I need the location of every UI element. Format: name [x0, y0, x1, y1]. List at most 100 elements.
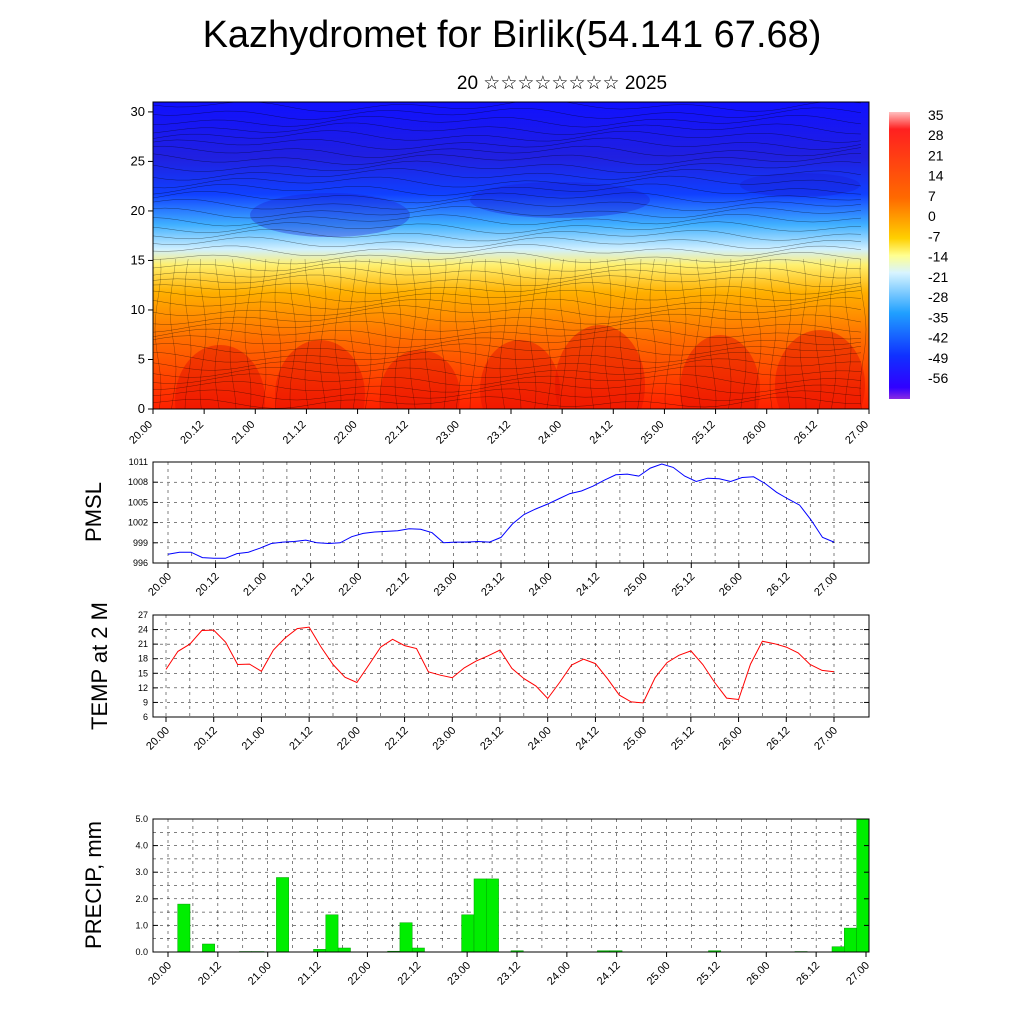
- y-tick-label: 5.0: [135, 814, 148, 824]
- colorbar-label: -14: [928, 249, 948, 265]
- streamline: [153, 259, 862, 272]
- y-tick-label: 0.0: [135, 947, 148, 957]
- streamline: [319, 258, 327, 409]
- y-tick-label: 996: [133, 558, 148, 568]
- x-tick-label: 21.00: [241, 571, 269, 599]
- y-tick-label: 18: [138, 654, 148, 664]
- page-subtitle: 20 ☆☆☆☆☆☆☆☆ 2025: [456, 73, 668, 94]
- x-tick-label: 22.12: [383, 725, 411, 753]
- x-tick-label: 25.00: [622, 571, 650, 599]
- streamline: [649, 258, 657, 409]
- x-tick-label: 25.00: [621, 725, 649, 753]
- heatmap-x-tick-label: 27.00: [843, 419, 871, 447]
- streamline: [364, 258, 372, 409]
- colorbar-label: -21: [928, 269, 948, 285]
- streamline: [153, 373, 862, 386]
- y-tick-label: 3.0: [135, 867, 148, 877]
- colorbar-label: -7: [928, 228, 941, 244]
- streamline: [394, 259, 402, 409]
- y-tick-label: 999: [133, 538, 148, 548]
- colorbar-label: 35: [928, 107, 944, 123]
- streamline: [859, 258, 867, 409]
- colorbar-ramp: [889, 112, 910, 399]
- precip-bar: [202, 943, 215, 953]
- x-tick-label: 20.12: [194, 571, 222, 599]
- cold-core: [250, 193, 410, 237]
- streamline: [499, 258, 507, 409]
- y-tick-label: 2.0: [135, 894, 148, 904]
- y-tick-label: 6: [143, 712, 148, 722]
- precip-bar: [399, 922, 413, 953]
- x-tick-label: 24.12: [574, 571, 602, 599]
- y-tick-label: 27: [138, 610, 148, 620]
- precip-ylabel: PRECIP, mm: [81, 821, 106, 949]
- heatmap-x-tick-label: 26.12: [792, 419, 820, 447]
- colorbar-label: -49: [928, 350, 948, 366]
- precip-bar: [856, 818, 870, 953]
- streamline: [769, 258, 777, 409]
- streamline: [424, 258, 432, 409]
- temp-grid: [153, 614, 869, 718]
- x-tick-label: 25.12: [695, 960, 723, 988]
- colorbar-label: -35: [928, 309, 948, 325]
- x-tick-label: 20.00: [144, 725, 172, 753]
- heatmap-y-tick-label: 0: [138, 401, 145, 416]
- precip-bar: [844, 927, 857, 953]
- heatmap-x-tick-label: 22.12: [383, 419, 411, 447]
- streamline: [153, 206, 862, 219]
- streamline: [153, 350, 862, 363]
- precip-grid: [153, 819, 869, 952]
- y-tick-label: 12: [138, 683, 148, 693]
- heatmap-x-tick-label: 22.00: [332, 419, 360, 447]
- streamline: [153, 137, 862, 150]
- y-tick-label: 4.0: [135, 841, 148, 851]
- y-tick-label: 1011: [129, 457, 148, 467]
- pmsl-frame: [152, 461, 870, 564]
- heatmap-x-axis: 20.00 20.12 21.00 21.12 22.00 22.12 23.00 23.12…: [127, 409, 871, 447]
- streamline: [153, 168, 862, 181]
- streamline: [153, 365, 862, 378]
- x-tick-label: 20.00: [146, 571, 174, 599]
- heatmap-x-tick-label: 25.00: [639, 419, 667, 447]
- streamline: [514, 258, 522, 409]
- x-tick-label: 24.00: [545, 960, 573, 988]
- x-tick-label: 21.00: [246, 960, 274, 988]
- page-title: Kazhydromet for Birlik(54.141 67.68): [202, 14, 822, 56]
- streamline: [229, 258, 237, 409]
- streamline: [634, 258, 642, 409]
- pmsl-ylabel: PMSL: [81, 482, 106, 542]
- heatmap-y-axis: 0 5 10 15 20 25 30: [131, 104, 153, 416]
- heatmap-x-tick-label: 21.12: [281, 419, 309, 447]
- x-tick-label: 24.00: [527, 571, 555, 599]
- streamline: [709, 258, 717, 409]
- wind-streamlines: [153, 102, 867, 409]
- precip-bars: [177, 818, 870, 953]
- colorbar-labels: 35 28 21 14 7 0 -7 -14 -21 -28 -35 -42 -49 -56: [928, 107, 948, 386]
- x-tick-label: 22.00: [335, 725, 363, 753]
- streamline: [844, 258, 852, 409]
- streamline: [184, 258, 192, 409]
- streamline: [439, 258, 447, 409]
- heatmap-y-tick-label: 5: [138, 351, 145, 366]
- streamline: [153, 274, 862, 287]
- streamline: [153, 130, 862, 143]
- colorbar-label: 0: [928, 208, 936, 224]
- streamline: [153, 396, 862, 409]
- streamline: [469, 258, 477, 409]
- x-tick-label: 22.12: [395, 960, 423, 988]
- y-tick-label: 15: [138, 668, 148, 678]
- streamline: [574, 258, 582, 409]
- streamline: [153, 297, 862, 310]
- x-tick-label: 26.12: [764, 725, 792, 753]
- y-tick-label: 9: [143, 697, 148, 707]
- heatmap-panel: 0 5 10 15 20 25 30 20.00 20.12 21.00 21.12 22.00 22…: [127, 101, 871, 447]
- streamline: [589, 258, 597, 409]
- streamline: [153, 145, 862, 158]
- streamline: [379, 258, 387, 409]
- streamline: [153, 320, 862, 333]
- heatmap-y-tick-label: 25: [131, 153, 145, 168]
- temp-x-axis: 20.00 20.12 21.00 21.12 22.00 22.12 23.00 23.12…: [144, 717, 840, 753]
- streamline: [304, 258, 312, 409]
- streamline: [409, 258, 417, 409]
